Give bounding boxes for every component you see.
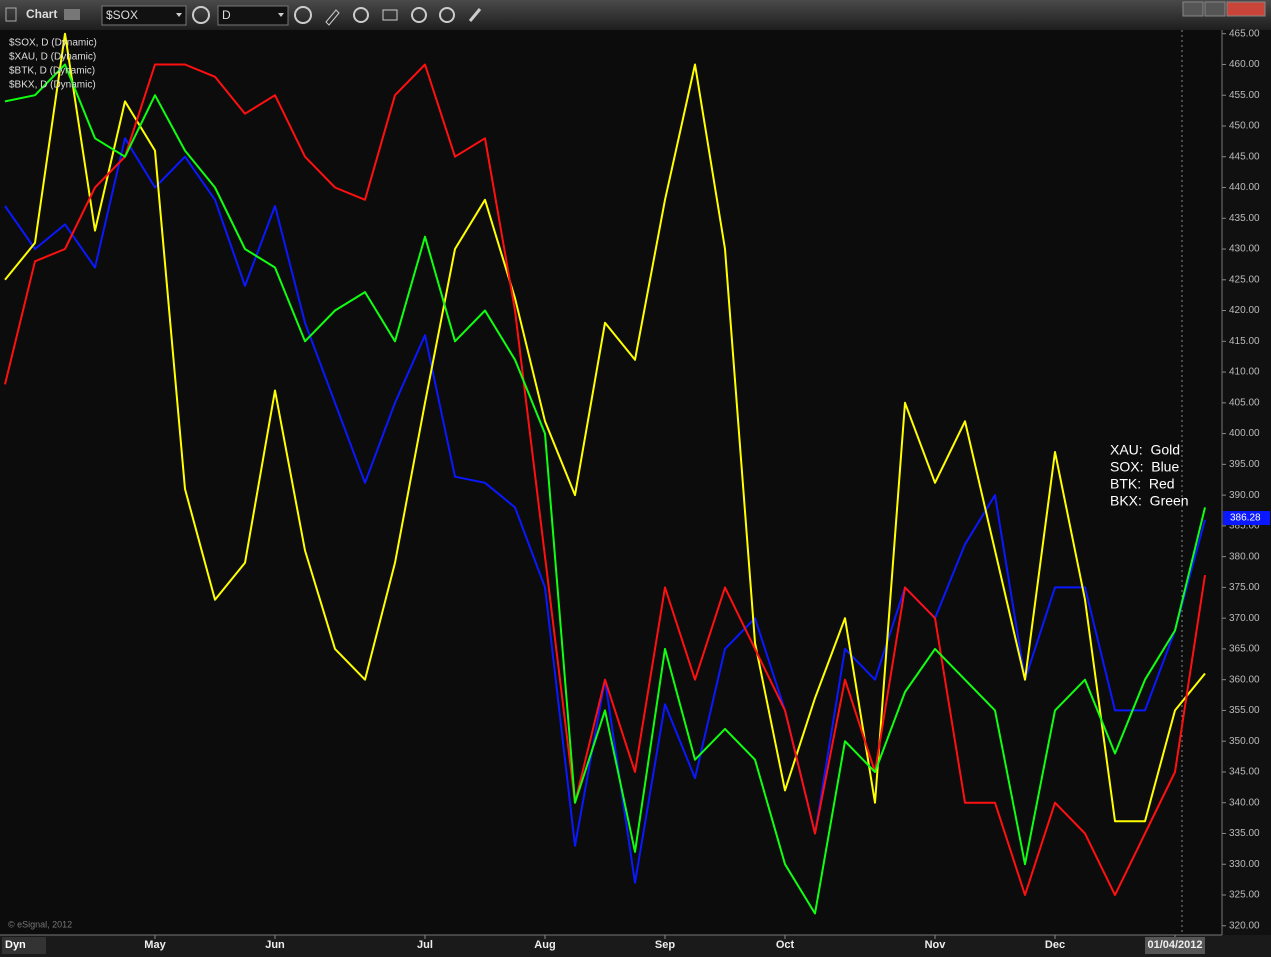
y-tick-label: 360.00 (1229, 674, 1260, 685)
series-line (4, 63, 1206, 915)
settings-button[interactable] (192, 6, 210, 24)
legend-entry: $SOX, D (Dynamic) (9, 38, 97, 49)
y-tick-label: 365.00 (1229, 644, 1260, 655)
x-tick-label: May (144, 939, 166, 951)
maximize-button[interactable] (1204, 1, 1226, 17)
close-button[interactable] (1226, 1, 1266, 17)
y-tick-label: 345.00 (1229, 767, 1260, 778)
x-tick-label: Oct (776, 939, 795, 951)
y-tick-label: 425.00 (1229, 274, 1260, 285)
y-tick-label: 450.00 (1229, 121, 1260, 132)
y-tick-label: 325.00 (1229, 890, 1260, 901)
y-tick-label: 430.00 (1229, 244, 1260, 255)
copyright: © eSignal, 2012 (8, 919, 72, 929)
series-line (4, 32, 1206, 823)
x-tick-label: 01/04/2012 (1147, 939, 1202, 951)
y-tick-label: 455.00 (1229, 90, 1260, 101)
y-tick-label: 330.00 (1229, 859, 1260, 870)
legend-entry: $BKX, D (Dynamic) (9, 80, 96, 91)
y-tick-label: 335.00 (1229, 828, 1260, 839)
x-tick-label: Aug (534, 939, 555, 951)
annotation: BTK: Red (1110, 476, 1175, 492)
y-tick-label: 440.00 (1229, 182, 1260, 193)
x-tick-label: Jul (417, 939, 433, 951)
annotation: XAU: Gold (1110, 442, 1180, 458)
y-tick-label: 340.00 (1229, 797, 1260, 808)
toolbar (0, 0, 1271, 30)
last-price-label: 386.28 (1230, 513, 1261, 524)
symbol-input[interactable] (101, 5, 187, 26)
annotation: BKX: Green (1110, 493, 1189, 509)
y-tick-label: 445.00 (1229, 151, 1260, 162)
mode-box (2, 937, 46, 954)
y-tick-label: 355.00 (1229, 705, 1260, 716)
alert-button[interactable] (439, 7, 455, 23)
price-axis (1222, 30, 1271, 935)
series-line (4, 63, 1206, 896)
tool-button[interactable] (468, 8, 482, 22)
y-tick-label: 320.00 (1229, 920, 1260, 931)
interval-input[interactable] (217, 5, 289, 26)
y-tick-label: 460.00 (1229, 59, 1260, 70)
y-tick-label: 375.00 (1229, 582, 1260, 593)
y-tick-label: 400.00 (1229, 428, 1260, 439)
y-tick-label: 390.00 (1229, 490, 1260, 501)
play-button[interactable] (411, 7, 427, 23)
dropdown-arrow (278, 13, 284, 17)
y-tick-label: 435.00 (1229, 213, 1260, 224)
y-tick-label: 350.00 (1229, 736, 1260, 747)
x-tick-label: Sep (655, 939, 675, 951)
legend-entry: $BTK, D (Dynamic) (9, 66, 95, 77)
y-tick-label: 370.00 (1229, 613, 1260, 624)
time-button[interactable] (294, 6, 312, 24)
refresh-button[interactable] (353, 7, 369, 23)
y-tick-label: 420.00 (1229, 305, 1260, 316)
x-label-box (1145, 937, 1205, 954)
x-tick-label: Nov (925, 939, 947, 951)
grid-button[interactable] (382, 9, 398, 21)
window-icon (5, 7, 17, 22)
time-axis (0, 935, 1271, 957)
y-tick-label: 415.00 (1229, 336, 1260, 347)
y-tick-label: 395.00 (1229, 459, 1260, 470)
y-tick-label: 465.00 (1229, 28, 1260, 39)
y-tick-label: 380.00 (1229, 551, 1260, 562)
minimize-button[interactable] (1182, 1, 1204, 17)
draw-button[interactable] (325, 9, 340, 26)
mode-label: Dyn (5, 939, 26, 951)
y-tick-label: 405.00 (1229, 397, 1260, 408)
window-title: Chart (26, 7, 57, 21)
legend-entry: $XAU, D (Dynamic) (9, 52, 96, 63)
y-tick-label: 385.00 (1229, 521, 1260, 532)
annotation: SOX: Blue (1110, 459, 1179, 475)
x-tick-label: Dec (1045, 939, 1065, 951)
x-tick-label: Jun (265, 939, 285, 951)
y-tick-label: 410.00 (1229, 367, 1260, 378)
last-price-box (1223, 510, 1270, 525)
interval-text: D (222, 8, 231, 22)
symbol-text: $SOX (106, 8, 138, 22)
plot-area (0, 30, 1222, 935)
sim-badge (64, 9, 80, 20)
dropdown-arrow (176, 13, 182, 17)
